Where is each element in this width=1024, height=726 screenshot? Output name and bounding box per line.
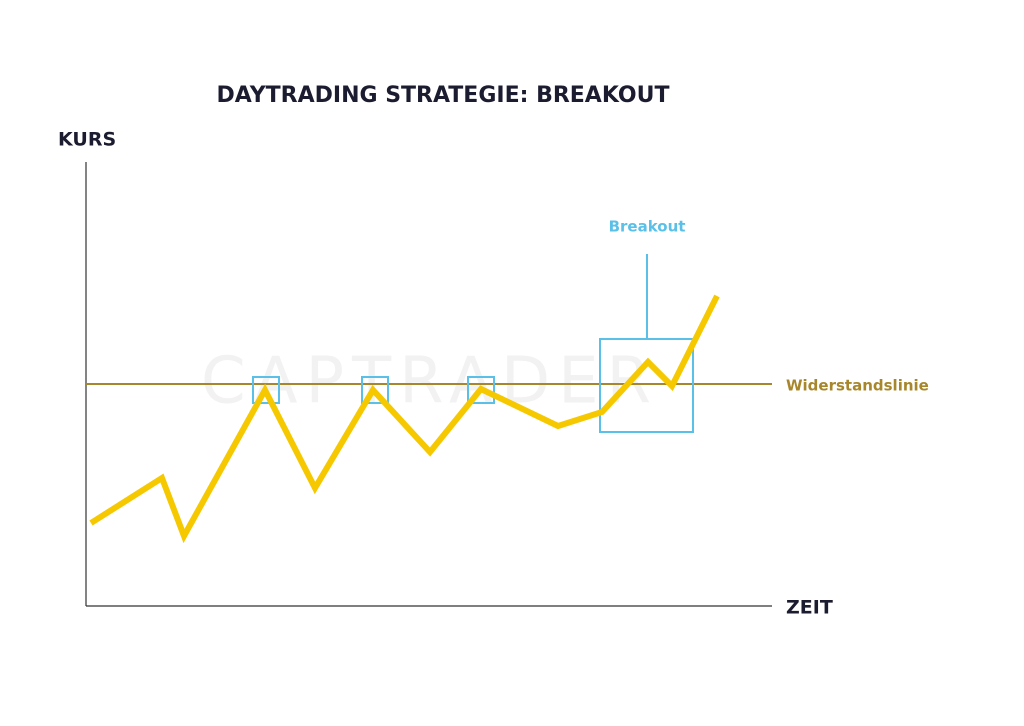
touch-box	[467, 376, 495, 404]
title: DAYTRADING STRATEGIE: BREAKOUT	[217, 83, 670, 108]
resistance-label: Widerstandslinie	[786, 377, 929, 395]
x-axis-label: ZEIT	[786, 597, 833, 619]
touch-box	[252, 376, 280, 404]
y-axis-label: KURS	[58, 129, 116, 151]
breakout-label: Breakout	[609, 218, 686, 236]
watermark: CAPTRADER	[201, 345, 659, 419]
price-line	[89, 294, 720, 544]
touch-box	[361, 376, 389, 404]
